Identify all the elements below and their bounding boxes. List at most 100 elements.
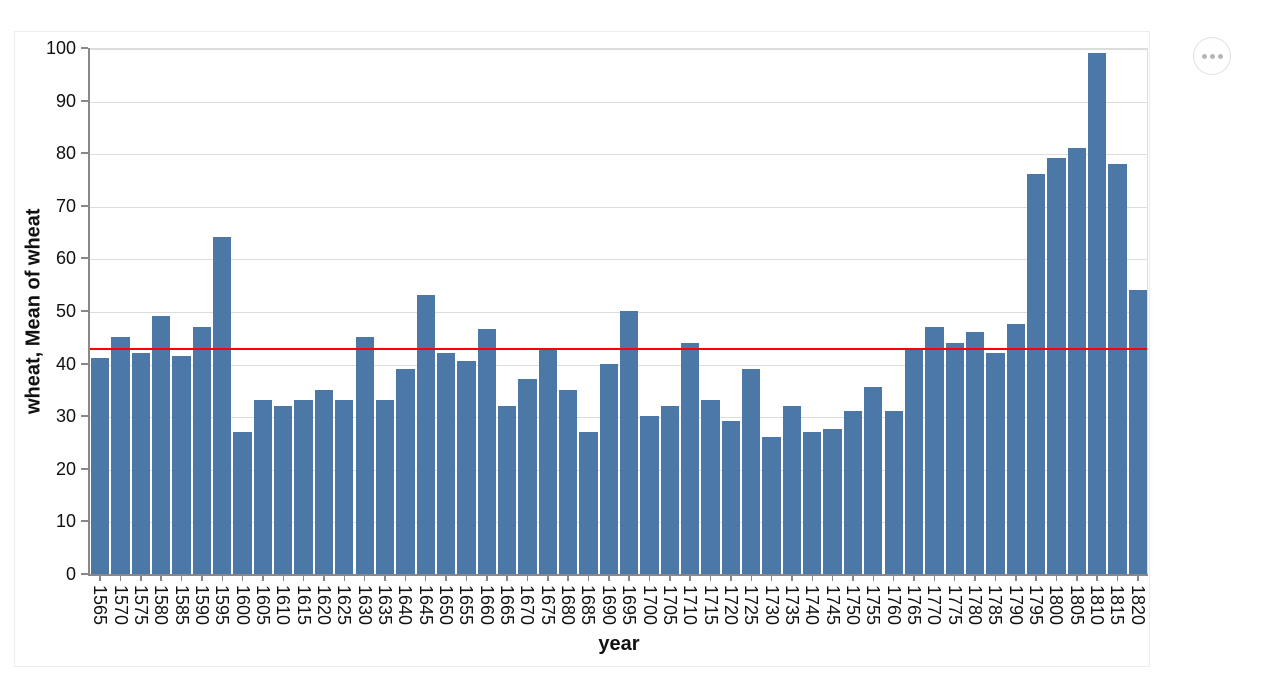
y-tick <box>81 573 88 575</box>
bar-1765 <box>904 347 924 574</box>
x-tick-label: 1695 <box>619 585 640 626</box>
bar-1815 <box>1108 163 1127 574</box>
x-tick-label: 1815 <box>1107 585 1128 626</box>
y-tick <box>81 47 88 49</box>
x-tick-label: 1715 <box>700 585 721 626</box>
gridline-y-20 <box>90 469 1147 471</box>
x-tick <box>99 576 101 581</box>
y-tick <box>81 204 88 207</box>
x-tick <box>669 576 671 581</box>
ellipsis-icon <box>1201 53 1207 59</box>
bar-1735 <box>782 405 802 574</box>
x-tick-label: 1570 <box>110 585 131 626</box>
x-tick-label: 1590 <box>191 585 212 626</box>
bar-1820 <box>1128 289 1147 574</box>
x-axis-title: year <box>598 633 640 655</box>
bar-1685 <box>579 431 598 574</box>
x-axis-domain-line <box>88 574 1148 576</box>
bar-1655 <box>457 360 476 574</box>
x-tick <box>445 576 447 581</box>
bar-1625 <box>335 400 354 574</box>
bar-1790 <box>1006 324 1025 574</box>
x-tick-label: 1685 <box>578 585 599 626</box>
y-tick <box>81 362 88 365</box>
y-tick-label: 50 <box>55 301 76 321</box>
x-tick <box>302 576 305 581</box>
gridline-y-90 <box>90 101 1147 103</box>
x-tick-label: 1625 <box>334 585 355 626</box>
x-tick-label: 1585 <box>171 585 192 626</box>
x-tick-label: 1790 <box>1005 585 1026 626</box>
gridline-y-100 <box>90 49 1147 50</box>
y-tick-label: 30 <box>55 406 76 427</box>
plot-area <box>90 48 1148 574</box>
x-tick-label: 1690 <box>598 585 619 626</box>
bar-1785 <box>986 353 1005 574</box>
bar-1755 <box>864 387 883 574</box>
bar-1700 <box>640 416 659 574</box>
x-tick <box>384 576 386 581</box>
x-tick-label: 1580 <box>151 585 172 626</box>
y-axis-domain-line <box>88 48 90 576</box>
x-tick <box>160 576 162 581</box>
x-tick-label: 1740 <box>802 585 823 626</box>
bar-1690 <box>599 363 618 574</box>
x-tick <box>404 576 407 581</box>
x-tick-label: 1725 <box>741 585 762 626</box>
y-tick <box>81 152 88 155</box>
chart-actions-button[interactable] <box>1193 37 1231 75</box>
y-tick <box>81 99 88 102</box>
bar-1795 <box>1026 174 1046 574</box>
x-tick-label: 1750 <box>842 585 863 626</box>
bar-1775 <box>945 342 964 574</box>
x-tick <box>547 576 549 581</box>
x-tick <box>343 576 346 581</box>
y-tick-label: 80 <box>55 143 76 164</box>
y-tick <box>81 415 88 418</box>
x-tick-label: 1745 <box>822 585 843 626</box>
x-tick <box>994 576 997 581</box>
x-tick <box>262 576 264 581</box>
bar-1640 <box>396 368 415 574</box>
x-tick-label: 1600 <box>232 585 253 626</box>
x-tick <box>221 576 223 581</box>
x-tick <box>648 576 651 581</box>
x-tick <box>953 576 956 581</box>
gridline-y-70 <box>90 206 1147 208</box>
y-tick-label: 90 <box>55 90 76 111</box>
bar-1675 <box>538 347 557 574</box>
bar-1740 <box>803 431 822 574</box>
x-tick <box>852 576 854 581</box>
x-tick-label: 1575 <box>130 585 151 626</box>
x-tick-label: 1635 <box>375 585 396 626</box>
bar-1590 <box>192 326 212 574</box>
x-tick-label: 1650 <box>436 585 457 626</box>
bar-1610 <box>274 405 293 574</box>
y-tick-label: 0 <box>65 564 76 584</box>
x-tick <box>506 576 508 581</box>
y-tick <box>81 310 88 312</box>
x-tick-label: 1660 <box>476 585 497 626</box>
x-tick <box>831 576 834 581</box>
x-tick-label: 1755 <box>863 585 884 626</box>
bar-1580 <box>152 316 171 574</box>
x-tick <box>913 576 915 581</box>
x-tick <box>1137 576 1139 581</box>
bar-1575 <box>131 353 150 574</box>
bar-1780 <box>965 332 985 574</box>
x-tick-label: 1785 <box>985 585 1006 626</box>
y-tick-label: 40 <box>55 353 76 374</box>
x-tick <box>1055 576 1058 581</box>
x-tick <box>1116 576 1119 581</box>
x-tick <box>709 576 712 581</box>
x-tick-label: 1820 <box>1127 585 1148 626</box>
x-tick <box>933 576 936 581</box>
y-tick <box>81 467 88 470</box>
x-tick <box>750 576 752 581</box>
bar-1750 <box>843 410 863 574</box>
bar-1715 <box>701 400 720 574</box>
x-tick <box>974 576 976 581</box>
x-tick-label: 1810 <box>1087 585 1108 626</box>
x-tick <box>486 576 488 581</box>
x-tick-label: 1665 <box>497 585 518 626</box>
